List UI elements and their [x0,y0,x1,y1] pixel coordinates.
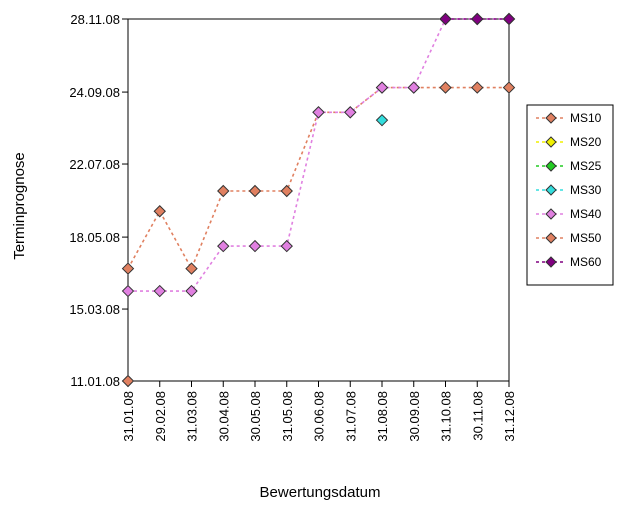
plot-area [127,18,510,382]
x-axis-title: Bewertungsdatum [260,484,381,501]
x-tick-label: 30.04.08 [216,391,231,442]
x-tick-label: 31.07.08 [343,391,358,442]
data-point-ms40 [121,284,135,298]
x-tick-label: 31.08.08 [375,391,390,442]
legend-label-ms30: MS30 [570,183,602,197]
y-axis-title: Terminprognose [11,152,28,260]
data-point-ms50 [502,81,516,94]
data-point-ms40 [185,284,198,298]
data-point-ms50 [185,262,198,275]
x-tick-label: 31.12.08 [502,391,517,442]
y-tick-label: 24.09.08 [69,85,120,100]
y-tick-label: 28.11.08 [70,12,120,27]
legend-box [526,104,614,286]
y-tick-label: 18.05.08 [69,230,120,245]
legend-marker-ms25 [545,160,557,172]
legend-marker-ms60 [545,256,557,268]
y-tick-label: 22.07.08 [69,157,120,172]
legend-label-ms20: MS20 [570,135,602,149]
data-point-ms60 [471,12,484,26]
legend-label-ms25: MS25 [570,159,602,173]
x-tick-label: 30.05.08 [248,391,263,442]
data-point-ms50 [217,184,230,198]
data-point-ms50 [471,81,484,94]
data-point-ms50 [280,184,293,198]
x-tick-label: 31.01.08 [121,391,136,442]
legend-label-ms40: MS40 [570,207,602,221]
data-point-ms60 [502,12,516,26]
data-point-ms50 [153,205,166,218]
y-axis: 11.01.08 15.03.08 18.05.08 22.07.08 24.09.08… [69,12,128,389]
legend-label-ms60: MS60 [570,255,602,269]
data-point-ms40 [280,239,293,253]
x-tick-label: 31.05.08 [280,391,295,442]
data-point-ms40 [153,284,166,298]
data-point-ms40 [248,239,262,253]
legend-marker-ms10 [545,112,557,124]
x-tick-label: 31.03.08 [185,391,200,442]
data-point-ms40 [312,106,325,119]
x-axis: 31.01.08 29.02.08 31.03.08 30.04.08 30.05.08… [121,381,517,442]
data-point-ms40 [407,81,420,94]
legend-marker-ms30 [545,184,557,196]
legend-marker-ms20 [545,136,557,148]
data-point-ms10 [121,374,135,388]
series-points [121,12,516,388]
data-point-ms50 [439,81,452,94]
legend-marker-ms50 [545,232,557,244]
data-point-ms30 [375,113,389,127]
y-tick-label: 15.03.08 [69,302,120,317]
legend: MS10 MS20 MS25 MS30 MS40 MS50 MS60 [526,104,614,286]
x-tick-label: 30.06.08 [312,391,327,442]
legend-label-ms50: MS50 [570,231,602,245]
data-point-ms60 [439,12,452,26]
legend-marker-ms40 [545,208,557,220]
data-point-ms40 [217,239,230,253]
data-point-ms40 [344,106,357,119]
x-tick-label: 30.09.08 [407,391,422,442]
y-tick-label: 11.01.08 [70,374,120,389]
data-point-ms40 [375,81,389,94]
legend-label-ms10: MS10 [570,111,602,125]
x-tick-label: 31.10.08 [439,391,454,442]
x-tick-label: 29.02.08 [153,391,168,442]
data-point-ms50 [121,262,135,275]
x-tick-label: 30.11.08 [470,391,485,441]
data-point-ms50 [248,184,262,198]
